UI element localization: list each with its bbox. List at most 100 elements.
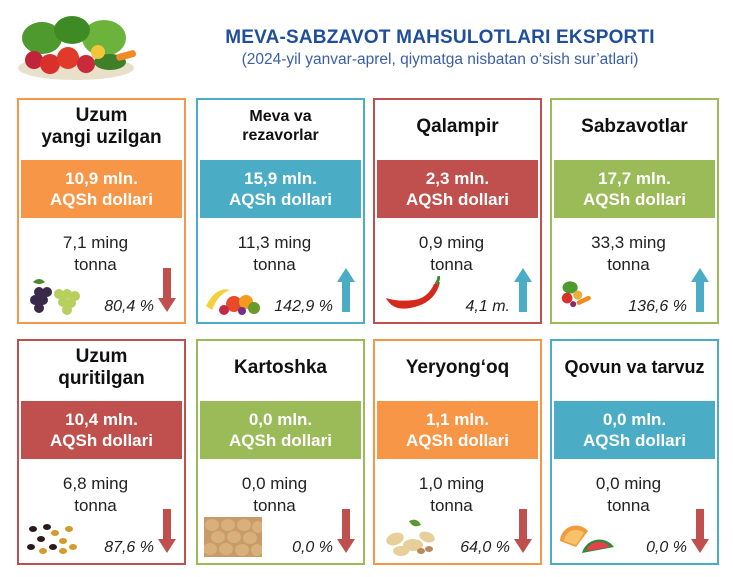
arrow-up-icon bbox=[691, 268, 709, 312]
card-title-line1: Qalampir bbox=[416, 115, 499, 137]
growth-percent: 142,9 % bbox=[274, 298, 333, 315]
potatoes-icon bbox=[204, 517, 262, 557]
volume-unit: tonna bbox=[74, 255, 117, 275]
card-title: Qalampir bbox=[375, 100, 540, 154]
value-amount: 17,7 mln. bbox=[598, 168, 671, 188]
card-uzum-quritilgan: Uzum quritilgan 10,4 mln. AQSh dollari 6… bbox=[17, 339, 186, 565]
card-title: Yeryong‘oq bbox=[375, 341, 540, 395]
value-amount: 0,0 mln. bbox=[248, 409, 313, 429]
card-kartoshka: Kartoshka 0,0 mln. AQSh dollari 0,0 ming… bbox=[196, 339, 365, 565]
volume: 33,3 ming tonna bbox=[552, 232, 705, 276]
card-title: Qovun va tarvuz bbox=[552, 341, 717, 395]
card-title: Meva va rezavorlar bbox=[198, 100, 363, 154]
value-amount: 2,3 mln. bbox=[425, 168, 490, 188]
value-unit: AQSh dollari bbox=[229, 431, 332, 450]
growth-percent: 4,1 m. bbox=[465, 298, 510, 315]
volume: 0,0 ming tonna bbox=[198, 473, 351, 517]
card-title-line1: Uzum bbox=[75, 104, 128, 126]
volume-amount: 7,1 ming bbox=[62, 233, 129, 252]
card-title-line1: Yeryong‘oq bbox=[405, 356, 510, 378]
volume: 0,0 ming tonna bbox=[552, 473, 705, 517]
value-band: 17,7 mln. AQSh dollari bbox=[554, 160, 715, 218]
volume-unit: tonna bbox=[253, 496, 296, 516]
page-title: MEVA-SABZAVOT MAHSULOTLARI EKSPORTI bbox=[225, 27, 655, 48]
card-title-line1: Kartoshka bbox=[234, 356, 327, 378]
volume: 1,0 ming tonna bbox=[375, 473, 528, 517]
growth-percent: 87,6 % bbox=[104, 539, 154, 556]
volume: 11,3 ming tonna bbox=[198, 232, 351, 276]
arrow-down-icon bbox=[337, 509, 355, 553]
grapes-icon bbox=[30, 279, 80, 315]
value-unit: AQSh dollari bbox=[406, 431, 509, 450]
growth-percent: 64,0 % bbox=[460, 539, 510, 556]
card-yeryongoq: Yeryong‘oq 1,1 mln. AQSh dollari 1,0 min… bbox=[373, 339, 542, 565]
value-band: 0,0 mln. AQSh dollari bbox=[554, 401, 715, 459]
value-band: 2,3 mln. AQSh dollari bbox=[377, 160, 538, 218]
value-band: 15,9 mln. AQSh dollari bbox=[200, 160, 361, 218]
value-unit: AQSh dollari bbox=[229, 190, 332, 209]
growth-percent: 0,0 % bbox=[646, 539, 687, 556]
volume-unit: tonna bbox=[607, 255, 650, 275]
card-meva-rezavorlar: Meva va rezavorlar 15,9 mln. AQSh dollar… bbox=[196, 98, 365, 324]
volume-amount: 0,0 ming bbox=[595, 474, 662, 493]
value-unit: AQSh dollari bbox=[50, 431, 153, 450]
card-title-line1: Uzum bbox=[75, 345, 128, 367]
arrow-down-icon bbox=[514, 509, 532, 553]
value-unit: AQSh dollari bbox=[406, 190, 509, 209]
card-qalampir: Qalampir 2,3 mln. AQSh dollari 0,9 ming … bbox=[373, 98, 542, 324]
value-band: 0,0 mln. AQSh dollari bbox=[200, 401, 361, 459]
value-amount: 0,0 mln. bbox=[602, 409, 667, 429]
value-amount: 10,9 mln. bbox=[65, 168, 138, 188]
volume-unit: tonna bbox=[607, 496, 650, 516]
value-amount: 1,1 mln. bbox=[425, 409, 490, 429]
value-unit: AQSh dollari bbox=[50, 190, 153, 209]
page-subtitle: (2024-yil yanvar-aprel, qiymatga nisbata… bbox=[241, 51, 639, 68]
card-sabzavotlar: Sabzavotlar 17,7 mln. AQSh dollari 33,3 … bbox=[550, 98, 719, 324]
value-unit: AQSh dollari bbox=[583, 190, 686, 209]
pepper-icon bbox=[386, 276, 441, 309]
value-band: 1,1 mln. AQSh dollari bbox=[377, 401, 538, 459]
volume-amount: 0,0 ming bbox=[241, 474, 308, 493]
card-title-line2: yangi uzilgan bbox=[41, 127, 162, 148]
card-title-line1: Sabzavotlar bbox=[581, 115, 688, 137]
arrow-up-icon bbox=[514, 268, 532, 312]
value-amount: 10,4 mln. bbox=[65, 409, 138, 429]
card-title: Kartoshka bbox=[198, 341, 363, 395]
volume-amount: 6,8 ming bbox=[62, 474, 129, 493]
arrow-up-icon bbox=[337, 268, 355, 312]
volume: 7,1 ming tonna bbox=[19, 232, 172, 276]
card-title-line2: quritilgan bbox=[58, 368, 145, 389]
volume-unit: tonna bbox=[430, 496, 473, 516]
volume: 0,9 ming tonna bbox=[375, 232, 528, 276]
value-band: 10,9 mln. AQSh dollari bbox=[21, 160, 182, 218]
card-qovun-tarvuz: Qovun va tarvuz 0,0 mln. AQSh dollari 0,… bbox=[550, 339, 719, 565]
value-unit: AQSh dollari bbox=[583, 431, 686, 450]
card-title: Sabzavotlar bbox=[552, 100, 717, 154]
peanuts-icon bbox=[386, 519, 435, 556]
card-title-line1: Meva va bbox=[249, 108, 312, 126]
volume-amount: 11,3 ming bbox=[237, 233, 312, 252]
value-amount: 15,9 mln. bbox=[244, 168, 317, 188]
vegetables-icon bbox=[561, 281, 591, 308]
melons-icon bbox=[560, 525, 614, 553]
volume-unit: tonna bbox=[430, 255, 473, 275]
raisins-icon bbox=[27, 524, 77, 554]
arrow-down-icon bbox=[158, 268, 176, 312]
volume-unit: tonna bbox=[74, 496, 117, 516]
volume-unit: tonna bbox=[253, 255, 296, 275]
volume-amount: 33,3 ming bbox=[591, 233, 666, 252]
card-uzum-yangi: Uzum yangi uzilgan 10,9 mln. AQSh dollar… bbox=[17, 98, 186, 324]
growth-percent: 0,0 % bbox=[292, 539, 333, 556]
vegetables-basket-icon bbox=[18, 16, 137, 80]
value-band: 10,4 mln. AQSh dollari bbox=[21, 401, 182, 459]
card-title: Uzum yangi uzilgan bbox=[19, 100, 184, 154]
growth-percent: 80,4 % bbox=[104, 298, 154, 315]
volume-amount: 1,0 ming bbox=[418, 474, 485, 493]
card-title-line2: rezavorlar bbox=[242, 127, 319, 144]
arrow-down-icon bbox=[158, 509, 176, 553]
arrow-down-icon bbox=[691, 509, 709, 553]
growth-percent: 136,6 % bbox=[628, 298, 687, 315]
fruits-icon bbox=[206, 289, 260, 315]
card-title-line1: Qovun va tarvuz bbox=[564, 357, 705, 378]
volume-amount: 0,9 ming bbox=[418, 233, 485, 252]
